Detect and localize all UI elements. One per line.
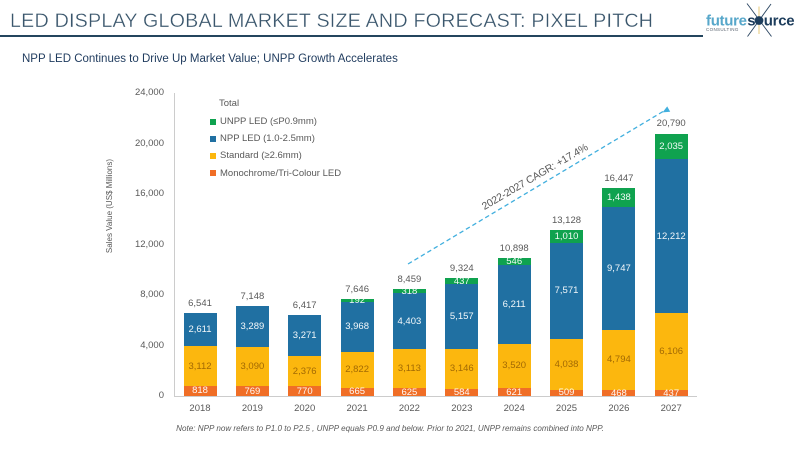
svg-text:CONSULTING: CONSULTING (706, 27, 739, 32)
svg-text:urce: urce (764, 13, 795, 30)
svg-text:s: s (747, 13, 755, 30)
svg-text:future: future (706, 13, 747, 30)
